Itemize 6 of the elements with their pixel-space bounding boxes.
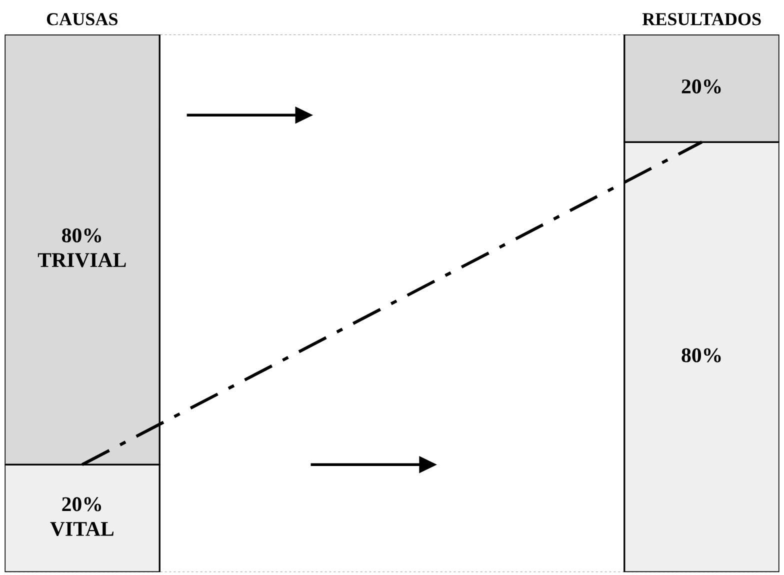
data-label: 20% xyxy=(682,79,721,94)
x-tick-label: CAUSAS xyxy=(46,13,118,26)
x-tick-label: RESULTADOS xyxy=(642,13,761,26)
data-label: 80% TRIVIAL xyxy=(38,228,126,268)
data-label: 20% VITAL xyxy=(50,497,114,536)
data-label: 80% xyxy=(682,348,721,362)
